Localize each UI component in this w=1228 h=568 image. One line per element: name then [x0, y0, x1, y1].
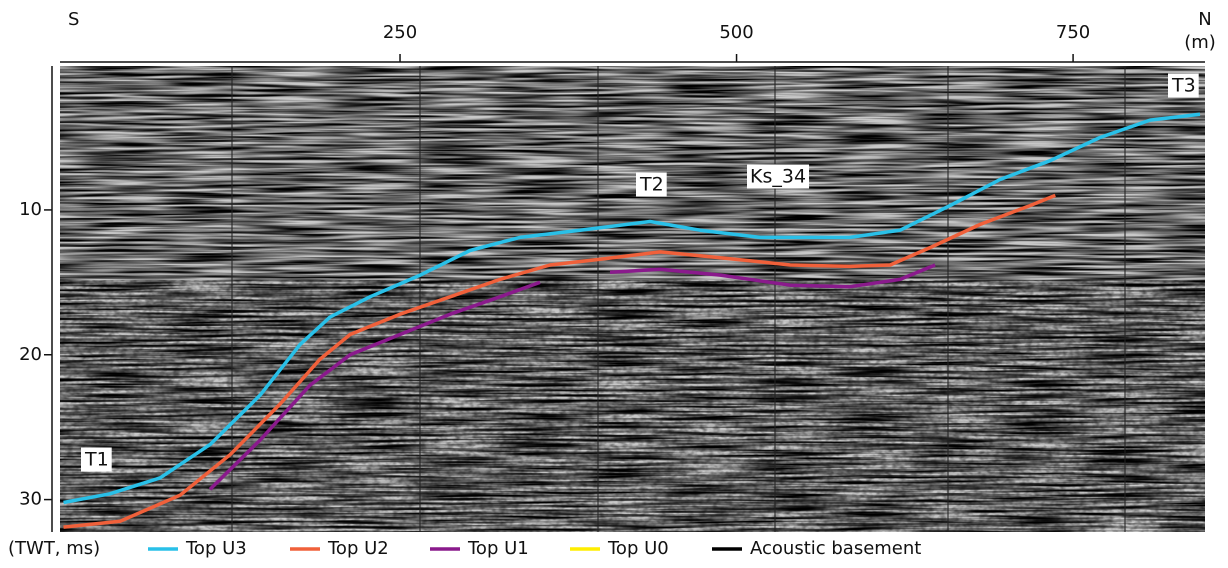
y-tick-label: 10 [19, 199, 42, 220]
x-unit: (m) [1184, 32, 1216, 53]
annotation: T3 [1171, 75, 1196, 97]
horizon-line [63, 112, 1201, 505]
y-tick-label: 20 [19, 344, 42, 365]
annotation: T2 [639, 174, 664, 196]
legend-label: Top U3 [185, 538, 247, 559]
annotation-box [81, 447, 112, 472]
legend-label: Top U0 [607, 538, 669, 559]
x-tick-label: 250 [383, 22, 417, 43]
annotation-box [1168, 73, 1199, 98]
legend-label: Top U1 [467, 538, 529, 559]
horizon-line [609, 263, 936, 289]
x-tick-label: 500 [719, 22, 753, 43]
x-tick-label: 750 [1056, 22, 1090, 43]
legend-label: Top U2 [327, 538, 389, 559]
y-tick-label: 30 [19, 489, 42, 510]
annotation: T1 [84, 449, 109, 471]
annotation-box [636, 172, 667, 197]
annotation: Ks_34 [750, 166, 806, 188]
north-label: N [1198, 9, 1211, 30]
horizon-line [63, 193, 1056, 529]
south-label: S [68, 9, 79, 30]
seismic-background [60, 66, 1205, 532]
y-label: (TWT, ms) [8, 538, 100, 559]
legend-label: Acoustic basement [750, 538, 921, 559]
horizon-line [208, 280, 541, 491]
annotation-box [747, 164, 810, 189]
